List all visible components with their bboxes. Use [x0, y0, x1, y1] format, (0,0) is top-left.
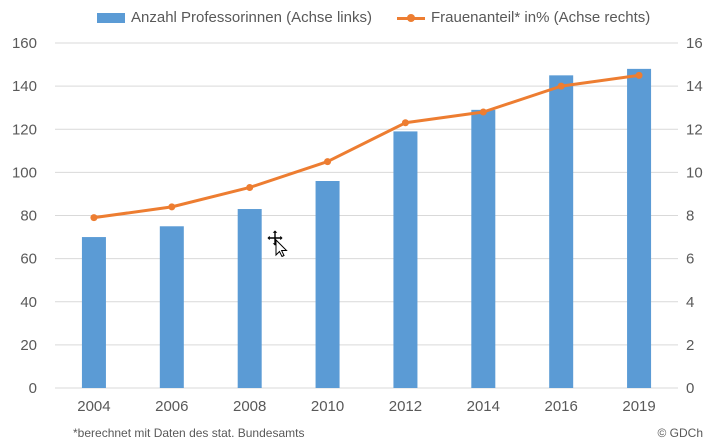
- left-axis-tick-label: 160: [12, 35, 37, 52]
- right-axis-tick-label: 2: [686, 337, 694, 354]
- credit: © GDCh: [657, 426, 703, 440]
- left-axis-tick-label: 60: [20, 251, 37, 268]
- bar-series: [81, 68, 652, 388]
- legend-bars-label: Anzahl Professorinnen (Achse links): [131, 9, 372, 26]
- legend-item-bars: Anzahl Professorinnen (Achse links): [97, 9, 372, 26]
- legend-bar-swatch: [97, 12, 125, 23]
- bar: [471, 109, 496, 388]
- right-axis-tick-label: 12: [686, 121, 703, 138]
- right-axis-tick-label: 10: [686, 164, 703, 181]
- right-axis-tick-label: 4: [686, 294, 694, 311]
- line-point: [401, 119, 409, 127]
- right-axis-tick-label: 8: [686, 208, 694, 225]
- left-axis-tick-label: 140: [12, 78, 37, 95]
- x-axis-tick-label: 2014: [467, 398, 500, 415]
- move-cursor-icon: [266, 229, 288, 257]
- left-axis-tick-label: 20: [20, 337, 37, 354]
- left-axis-tick-label: 80: [20, 208, 37, 225]
- bar: [81, 237, 106, 388]
- footnote: *berechnet mit Daten des stat. Bundesamt…: [73, 426, 305, 440]
- bar: [237, 209, 262, 388]
- legend-line-swatch: [397, 13, 425, 23]
- line-point: [557, 82, 565, 90]
- x-axis-tick-label: 2019: [622, 398, 655, 415]
- x-axis-ticks: 2004 2006 2008 2010 2012 2014 2016 2019: [77, 398, 656, 415]
- line-point: [90, 214, 98, 222]
- line-series: [90, 71, 643, 222]
- right-axis-tick-label: 6: [686, 251, 694, 268]
- legend-line-label: Frauenanteil* in% (Achse rechts): [431, 9, 651, 26]
- left-axis-tick-label: 40: [20, 294, 37, 311]
- left-axis-tick-label: 0: [29, 380, 37, 397]
- line-point: [479, 108, 487, 116]
- right-axis-ticks: 0 2 4 6 8 10 12 14 16: [686, 35, 703, 397]
- bar: [159, 226, 184, 388]
- gridlines: [55, 42, 678, 389]
- line-point: [635, 71, 643, 79]
- line-point: [246, 183, 254, 191]
- left-axis-tick-label: 100: [12, 164, 37, 181]
- right-axis-tick-label: 0: [686, 380, 694, 397]
- x-axis-tick-label: 2016: [545, 398, 578, 415]
- left-axis-ticks: 0 20 40 60 80 100 120 140 160: [12, 35, 37, 397]
- series-line: [93, 73, 640, 220]
- right-axis-tick-label: 14: [686, 78, 703, 95]
- bar: [315, 181, 340, 388]
- bar: [627, 68, 652, 388]
- line-point: [324, 158, 332, 166]
- left-axis-tick-label: 120: [12, 121, 37, 138]
- bar: [549, 75, 574, 388]
- x-axis-tick-label: 2006: [155, 398, 188, 415]
- legend: Anzahl Professorinnen (Achse links) Frau…: [0, 9, 721, 29]
- x-axis-tick-label: 2010: [311, 398, 344, 415]
- bar: [393, 131, 418, 388]
- x-axis-tick-label: 2004: [77, 398, 110, 415]
- x-axis-tick-label: 2012: [389, 398, 422, 415]
- line-point: [168, 203, 176, 211]
- legend-item-line: Frauenanteil* in% (Achse rechts): [397, 9, 650, 26]
- x-axis-tick-label: 2008: [233, 398, 266, 415]
- right-axis-tick-label: 16: [686, 35, 703, 52]
